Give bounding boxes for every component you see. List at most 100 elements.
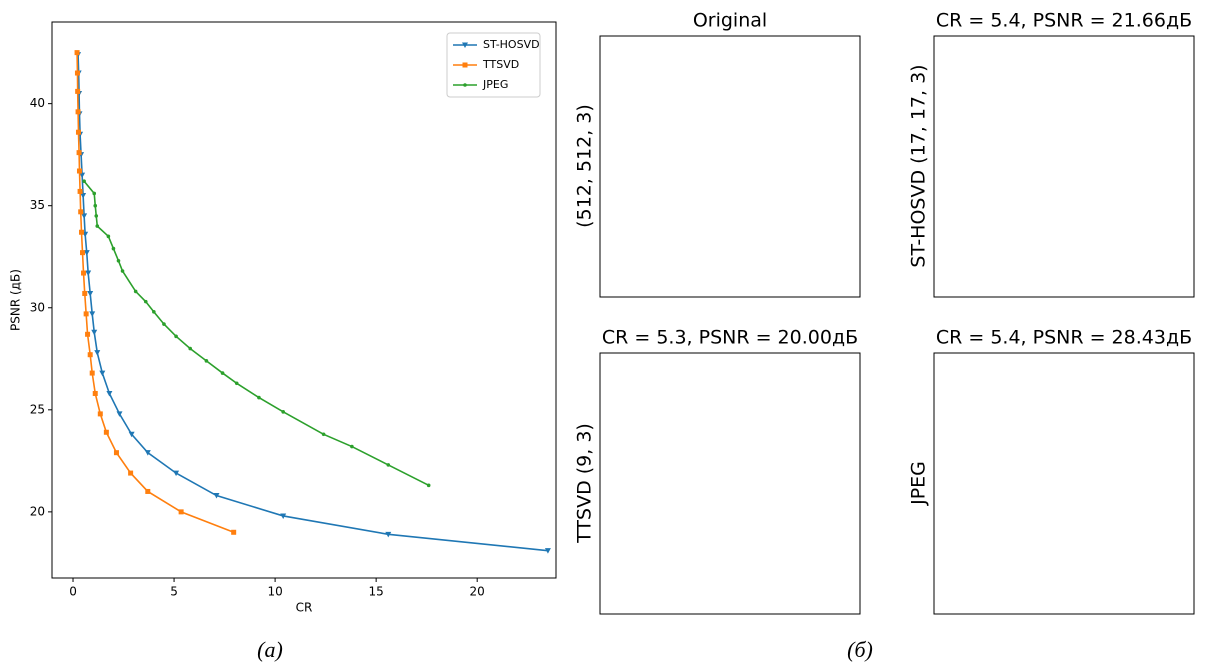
marker xyxy=(280,513,287,519)
marker xyxy=(77,188,83,194)
marker xyxy=(231,529,237,535)
marker xyxy=(321,432,326,437)
caption: (a) xyxy=(257,637,283,662)
marker xyxy=(74,50,80,56)
marker xyxy=(544,548,551,554)
marker xyxy=(89,370,95,376)
marker xyxy=(111,246,116,251)
marker xyxy=(85,331,91,337)
image-panel: CR = 5.4, PSNR = 28.43дБ JPEG xyxy=(908,327,1195,615)
marker xyxy=(80,250,86,256)
marker xyxy=(128,470,134,476)
marker xyxy=(234,381,239,386)
marker xyxy=(87,290,94,297)
marker xyxy=(94,214,99,218)
series-line xyxy=(76,52,234,534)
legend-marker xyxy=(462,42,468,48)
marker xyxy=(220,371,225,375)
marker xyxy=(92,191,97,196)
image-frame xyxy=(599,35,861,298)
x-tick-label: 15 xyxy=(369,585,384,599)
panel-title: CR = 5.4, PSNR = 21.66дБ xyxy=(936,10,1192,32)
marker xyxy=(79,172,86,179)
x-axis-label: CR xyxy=(296,601,313,615)
marker xyxy=(74,70,80,76)
marker xyxy=(97,411,103,417)
legend-label: ST-HOSVD xyxy=(483,38,540,51)
marker xyxy=(82,179,86,184)
marker xyxy=(257,395,261,400)
marker xyxy=(116,411,123,417)
marker xyxy=(178,509,184,515)
marker xyxy=(143,299,148,304)
marker xyxy=(78,209,84,215)
marker xyxy=(85,270,92,277)
x-tick-label: 5 xyxy=(170,585,178,599)
marker xyxy=(103,429,109,435)
panel-title: CR = 5.3, PSNR = 20.00дБ xyxy=(602,327,858,349)
series-line xyxy=(77,54,548,552)
marker xyxy=(386,463,391,467)
y-tick-label: 25 xyxy=(30,402,45,416)
marker xyxy=(144,450,151,456)
marker xyxy=(81,213,88,219)
panel-label: JPEG xyxy=(908,461,930,506)
x-tick-label: 10 xyxy=(267,585,282,599)
image-frame xyxy=(933,35,1195,298)
marker xyxy=(204,359,209,363)
image xyxy=(934,36,1194,297)
y-tick-label: 20 xyxy=(30,504,45,518)
marker xyxy=(89,311,96,317)
marker xyxy=(75,129,81,135)
image xyxy=(934,353,1194,614)
marker xyxy=(174,334,178,339)
image-panel: CR = 5.3, PSNR = 20.00дБ TTSVD (9, 3) xyxy=(574,327,861,615)
legend-box xyxy=(446,32,541,98)
y-axis-label: PSNR (дБ) xyxy=(9,269,23,331)
marker xyxy=(80,192,87,199)
marker xyxy=(106,234,111,239)
marker xyxy=(75,109,81,115)
marker xyxy=(95,224,100,228)
marker xyxy=(113,450,119,456)
image-frame xyxy=(599,352,861,615)
marker xyxy=(87,352,93,358)
legend-marker xyxy=(463,83,467,87)
marker xyxy=(99,370,106,377)
legend-marker xyxy=(462,62,468,68)
marker xyxy=(188,346,193,351)
marker xyxy=(152,310,156,314)
panel-title: CR = 5.4, PSNR = 28.43дБ xyxy=(936,327,1192,349)
x-tick-label: 0 xyxy=(69,585,77,599)
marker xyxy=(116,259,121,263)
marker xyxy=(82,290,88,296)
marker xyxy=(426,483,431,488)
marker xyxy=(173,470,180,477)
marker xyxy=(120,269,125,273)
marker xyxy=(76,150,82,156)
image-panel: Original (512, 512, 3) xyxy=(574,10,861,298)
marker xyxy=(385,531,392,538)
y-tick-label: 35 xyxy=(30,198,45,212)
line-chart: CR PSNR (дБ) 0 5 10 15 20 20 25 30 35 40 ST-HOSVD T… xyxy=(9,21,557,615)
legend-label: TTSVD xyxy=(482,58,519,71)
panel-title: Original xyxy=(693,10,767,32)
marker xyxy=(93,203,98,208)
marker xyxy=(83,311,89,317)
panel-label: (512, 512, 3) xyxy=(574,104,596,228)
plot-frame xyxy=(51,21,557,579)
marker xyxy=(350,444,354,449)
marker xyxy=(106,390,113,397)
panel-label: ST-HOSVD (17, 17, 3) xyxy=(908,64,930,267)
image-panel: CR = 5.4, PSNR = 21.66дБ ST-HOSVD (17, 17… xyxy=(908,10,1195,298)
marker xyxy=(133,289,138,294)
y-tick-label: 40 xyxy=(30,96,45,110)
image xyxy=(600,353,860,614)
legend-label: JPEG xyxy=(482,78,508,91)
marker xyxy=(213,493,220,499)
marker xyxy=(128,431,135,438)
caption: (б) xyxy=(847,637,873,662)
marker xyxy=(91,329,98,336)
marker xyxy=(83,250,90,256)
